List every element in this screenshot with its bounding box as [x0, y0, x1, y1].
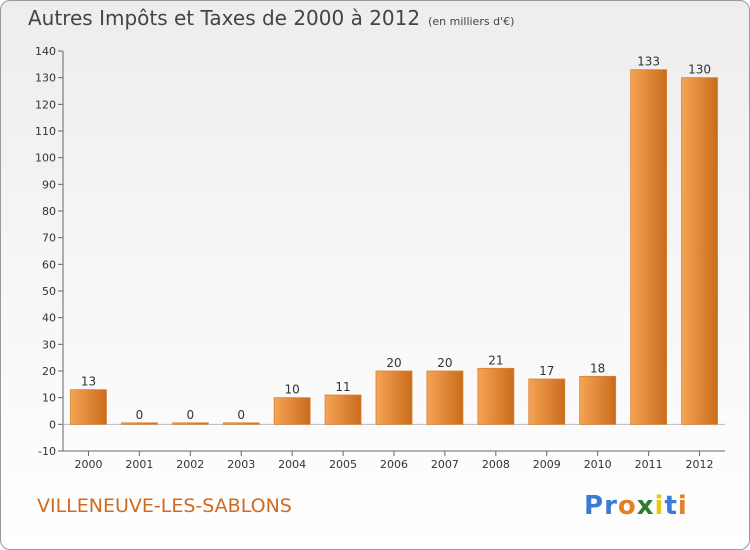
y-tick-label: 70	[42, 232, 56, 245]
data-label: 0	[136, 408, 144, 422]
data-label: 20	[437, 356, 452, 370]
data-label: 133	[637, 55, 660, 69]
data-label: 20	[386, 356, 401, 370]
x-tick-label: 2002	[176, 458, 204, 471]
y-tick-label: 140	[35, 45, 56, 58]
unit-note: (en milliers d'€)	[428, 15, 515, 28]
bar	[477, 367, 515, 425]
y-tick-label: 10	[42, 392, 56, 405]
x-tick-label: 2008	[482, 458, 510, 471]
data-label: 10	[285, 383, 300, 397]
x-tick-label: 2003	[227, 458, 255, 471]
y-tick-label: 0	[49, 418, 56, 431]
data-label: 0	[186, 408, 194, 422]
x-tick-label: 2012	[686, 458, 714, 471]
bar	[681, 77, 718, 425]
x-tick-label: 2007	[431, 458, 459, 471]
bar	[120, 422, 158, 425]
data-label: 11	[335, 380, 350, 394]
y-tick-label: 40	[42, 312, 56, 325]
y-tick-label: 20	[42, 365, 56, 378]
commune-name: VILLENEUVE-LES-SABLONS	[37, 495, 292, 517]
data-label: 21	[488, 353, 503, 367]
data-label: 18	[590, 361, 605, 375]
bar	[222, 422, 260, 425]
bars	[70, 69, 718, 425]
x-tick-label: 2001	[125, 458, 153, 471]
logo-letter: P	[584, 491, 605, 521]
bar	[630, 69, 668, 425]
x-tick-label: 2010	[584, 458, 612, 471]
y-tick-label: 90	[42, 178, 56, 191]
y-tick-label: 50	[42, 285, 56, 298]
y-tick-label: 60	[42, 258, 56, 271]
x-tick-label: 2004	[278, 458, 306, 471]
bar	[324, 394, 362, 425]
logo-letter: x	[636, 491, 655, 521]
bar	[579, 375, 617, 425]
title-text: Autres Impôts et Taxes de 2000 à 2012	[28, 6, 421, 30]
logo-letter: i	[677, 491, 688, 521]
data-label: 17	[539, 364, 554, 378]
bar	[273, 397, 311, 425]
bar	[70, 389, 107, 425]
x-tick-label: 2009	[533, 458, 561, 471]
bar	[426, 370, 464, 425]
logo-letter: r	[604, 491, 618, 521]
x-tick-label: 2011	[635, 458, 663, 471]
bar	[528, 378, 566, 425]
y-tick-label: 130	[35, 72, 56, 85]
bar	[375, 370, 413, 425]
y-tick-label: 120	[35, 98, 56, 111]
y-tick-label: -10	[38, 445, 56, 458]
bar	[171, 422, 209, 425]
x-tick-label: 2006	[380, 458, 408, 471]
data-label: 0	[237, 408, 245, 422]
proxiti-logo: Proxiti	[584, 491, 688, 521]
y-tick-label: 100	[35, 152, 56, 165]
data-label: 13	[81, 375, 96, 389]
y-tick-label: 80	[42, 205, 56, 218]
y-tick-label: 110	[35, 125, 56, 138]
logo-letter: o	[617, 491, 637, 521]
logo-letter: i	[654, 491, 665, 521]
x-tick-label: 2000	[74, 458, 102, 471]
chart-title: Autres Impôts et Taxes de 2000 à 2012 (en…	[28, 6, 514, 30]
logo-letter: t	[664, 491, 678, 521]
x-tick-label: 2005	[329, 458, 357, 471]
data-label: 130	[688, 63, 711, 77]
axes: -100102030405060708090100110120130140200…	[35, 45, 725, 471]
y-tick-label: 30	[42, 338, 56, 351]
